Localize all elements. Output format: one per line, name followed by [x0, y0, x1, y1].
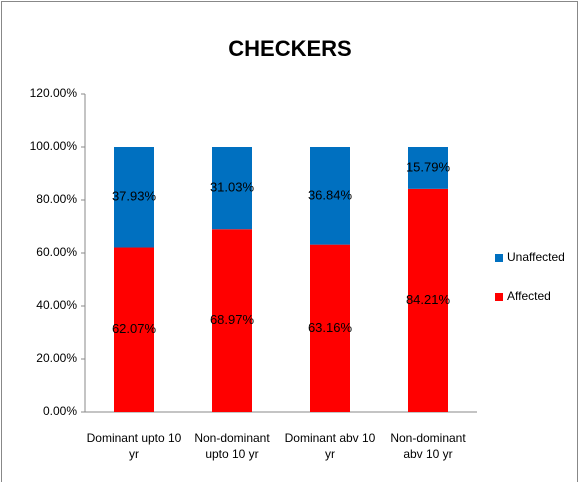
bar-segment [310, 244, 350, 412]
data-label: 15.79% [406, 159, 451, 174]
y-tick-label: 0.00% [43, 404, 77, 418]
data-label: 31.03% [210, 180, 255, 195]
data-label: 63.16% [308, 320, 353, 335]
y-tick-label: 20.00% [36, 351, 77, 365]
bar-segment [408, 188, 448, 412]
data-label: 84.21% [406, 292, 451, 307]
bar-segment [408, 147, 448, 189]
y-tick-label: 120.00% [30, 86, 78, 100]
y-tick-label: 80.00% [36, 192, 77, 206]
legend-swatch [495, 254, 503, 262]
data-label: 68.97% [210, 312, 255, 327]
y-tick-label: 60.00% [36, 245, 77, 259]
legend-swatch [495, 293, 503, 301]
bar-segment [212, 147, 252, 230]
chart-title: CHECKERS [228, 36, 351, 61]
data-label: 37.93% [112, 189, 157, 204]
x-tick-label: Dominant upto 10 yr [86, 431, 182, 461]
y-tick-label: 100.00% [30, 139, 78, 153]
y-tick-label: 40.00% [36, 298, 77, 312]
bar-segment [212, 229, 252, 412]
data-label: 36.84% [308, 187, 353, 202]
legend-label: Affected [507, 289, 551, 303]
bar-segment [310, 147, 350, 245]
data-label: 62.07% [112, 321, 157, 336]
bar-segment [114, 147, 154, 248]
bar-segment [114, 247, 154, 412]
x-tick-label: Non-dominant abv 10 yr [390, 431, 466, 461]
legend-label: Unaffected [507, 250, 565, 264]
x-tick-label: Dominant abv 10 yr [284, 431, 376, 461]
x-tick-label: Non-dominant upto 10 yr [194, 431, 270, 461]
